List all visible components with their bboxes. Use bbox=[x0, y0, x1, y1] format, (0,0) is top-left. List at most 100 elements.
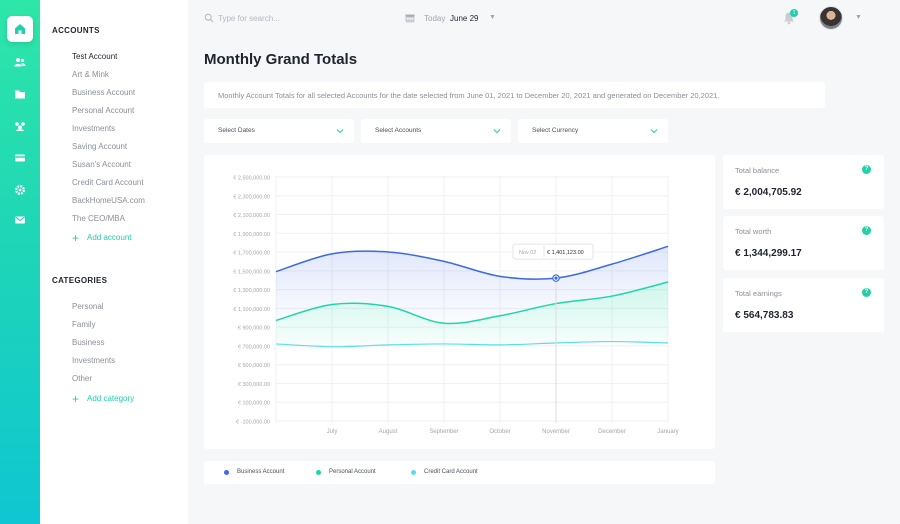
settings-icon bbox=[15, 185, 25, 195]
legend-label: Personal Account bbox=[329, 469, 376, 475]
y-tick-label: € 1,300,000.00 bbox=[233, 288, 270, 294]
page-title: Monthly Grand Totals bbox=[204, 51, 358, 68]
legend-label: Business Account bbox=[237, 469, 285, 475]
home-icon bbox=[15, 24, 25, 34]
tooltip-point bbox=[554, 276, 558, 280]
chevron-down-icon bbox=[493, 129, 501, 134]
sidebar-item-saving-account[interactable]: Saving Account bbox=[72, 142, 128, 151]
series-line-1 bbox=[275, 245, 669, 280]
help-icon[interactable]: ? bbox=[862, 288, 871, 297]
groups-icon bbox=[15, 122, 25, 131]
sidebar-item-business-account[interactable]: Business Account bbox=[72, 88, 136, 97]
sidebar-item-personal[interactable]: Personal bbox=[72, 302, 104, 311]
add-category-button[interactable]: + Add category bbox=[72, 393, 135, 405]
caret-down-icon[interactable]: ▼ bbox=[855, 14, 862, 21]
search-input[interactable] bbox=[218, 10, 368, 26]
y-tick-label: € -100,000.00 bbox=[236, 420, 270, 426]
folder-icon bbox=[15, 90, 25, 99]
nav-home-button[interactable] bbox=[7, 16, 33, 42]
icon-rail bbox=[0, 0, 40, 524]
y-tick-label: € 1,700,000.00 bbox=[233, 251, 270, 257]
card-icon bbox=[15, 154, 25, 162]
y-tick-label: € 300,000.00 bbox=[238, 382, 270, 388]
x-tick-label: July bbox=[327, 429, 338, 435]
stat-value: € 2,004,705.92 bbox=[735, 187, 802, 198]
stat-value: € 1,344,299.17 bbox=[735, 248, 802, 259]
y-tick-label: € 900,000.00 bbox=[238, 326, 270, 332]
sidebar-item-family[interactable]: Family bbox=[72, 320, 96, 329]
x-tick-label: November bbox=[542, 429, 570, 435]
sidebar-item-credit-card-account[interactable]: Credit Card Account bbox=[72, 178, 144, 187]
legend-dot bbox=[224, 469, 229, 475]
sidebar-item-other[interactable]: Other bbox=[72, 374, 93, 383]
report-description: Monthly Account Totals for all selected … bbox=[204, 82, 825, 108]
mail-icon bbox=[15, 216, 25, 224]
stat-label: Total earnings bbox=[735, 289, 782, 298]
sidebar-item-investments-category[interactable]: Investments bbox=[72, 356, 116, 365]
tooltip-box bbox=[512, 243, 594, 260]
nav-users-button[interactable] bbox=[7, 49, 33, 75]
sidebar-item-backhomeusa[interactable]: BackHomeUSA.com bbox=[72, 196, 145, 205]
nav-settings-button[interactable] bbox=[7, 177, 33, 203]
select-accounts-dropdown[interactable]: Select Accounts bbox=[361, 119, 511, 143]
y-tick-label: € 100,000.00 bbox=[238, 401, 270, 407]
add-account-label: Add account bbox=[87, 233, 132, 242]
sidebar-item-business[interactable]: Business bbox=[72, 338, 105, 347]
users-icon bbox=[14, 58, 26, 67]
caret-down-icon[interactable]: ▼ bbox=[489, 14, 496, 21]
area-personal bbox=[276, 281, 668, 347]
avatar[interactable] bbox=[819, 6, 843, 30]
stat-label: Total worth bbox=[735, 227, 772, 236]
series-line-3 bbox=[275, 340, 669, 348]
sidebar: ACCOUNTS Test Account Art & Mink Busines… bbox=[40, 0, 188, 524]
y-tick-label: € 2,100,000.00 bbox=[233, 213, 270, 219]
monthly-totals-chart: € 2,500,000.00 € 2,300,000.00 € 2,100,000.… bbox=[233, 175, 679, 435]
sidebar-item-test-account[interactable]: Test Account bbox=[72, 52, 118, 61]
sidebar-item-investments[interactable]: Investments bbox=[72, 124, 116, 133]
x-tick-label: December bbox=[598, 429, 626, 435]
series-line-2 bbox=[275, 281, 669, 325]
y-tick-label: € 700,000.00 bbox=[238, 344, 270, 350]
y-tick-label: € 2,500,000.00 bbox=[233, 176, 270, 182]
stat-value: € 564,783.83 bbox=[735, 310, 794, 321]
select-dates-label: Select Dates bbox=[218, 127, 255, 134]
y-tick-label: € 1,900,000.00 bbox=[233, 232, 270, 238]
x-tick-label: August bbox=[379, 429, 398, 435]
tooltip-value: € 1,401,123.00 bbox=[547, 250, 584, 256]
nav-folder-button[interactable] bbox=[7, 81, 33, 107]
legend-label: Credit Card Account bbox=[424, 469, 478, 475]
x-tick-label: January bbox=[657, 429, 678, 435]
select-currency-dropdown[interactable]: Select Currency bbox=[518, 119, 668, 143]
legend-item-business[interactable]: Business Account bbox=[224, 469, 284, 475]
add-category-label: Add category bbox=[87, 394, 135, 403]
stat-label: Total balance bbox=[735, 166, 780, 175]
add-account-button[interactable]: + Add account bbox=[72, 230, 132, 245]
legend-item-personal[interactable]: Personal Account bbox=[316, 469, 376, 475]
legend-dot bbox=[316, 469, 321, 475]
help-icon[interactable]: ? bbox=[862, 226, 871, 235]
help-icon[interactable]: ? bbox=[862, 165, 871, 174]
select-currency-label: Select Currency bbox=[532, 127, 579, 134]
calendar-icon[interactable] bbox=[405, 13, 415, 23]
x-tick-label: September bbox=[429, 429, 458, 435]
nav-mail-button[interactable] bbox=[7, 207, 33, 233]
nav-groups-button[interactable] bbox=[7, 113, 33, 139]
select-dates-dropdown[interactable]: Select Dates bbox=[204, 119, 354, 143]
chart-legend: Business Account Personal Account Credit… bbox=[204, 461, 715, 484]
sidebar-item-personal-account[interactable]: Personal Account bbox=[72, 106, 135, 115]
sidebar-item-ceo-mba[interactable]: The CEO/MBA bbox=[72, 214, 125, 223]
chevron-down-icon bbox=[336, 129, 344, 134]
x-tick-label: October bbox=[489, 429, 510, 435]
plus-icon: + bbox=[72, 230, 80, 245]
tooltip-date: Nov 02 bbox=[519, 250, 536, 256]
chevron-down-icon bbox=[650, 129, 658, 134]
sidebar-item-susans-account[interactable]: Susan's Account bbox=[72, 160, 131, 169]
sidebar-item-art-mink[interactable]: Art & Mink bbox=[72, 70, 109, 79]
y-tick-label: € 2,300,000.00 bbox=[233, 194, 270, 200]
date-selector[interactable]: June 29 bbox=[450, 14, 479, 23]
legend-dot bbox=[411, 469, 416, 475]
legend-item-credit-card[interactable]: Credit Card Account bbox=[411, 469, 478, 475]
date-prefix: Today bbox=[424, 14, 446, 23]
nav-card-button[interactable] bbox=[7, 145, 33, 171]
y-tick-label: € 1,100,000.00 bbox=[233, 307, 270, 313]
